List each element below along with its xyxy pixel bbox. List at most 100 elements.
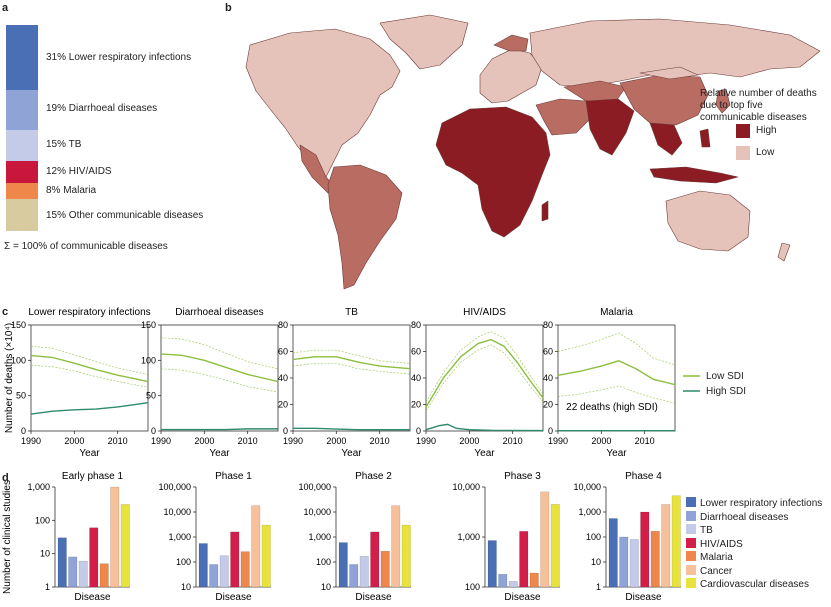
ytick-label-c-4: 80 — [543, 320, 553, 330]
xtick-label-c-2: 2000 — [326, 436, 346, 446]
xtick-label-c-3: 2000 — [459, 436, 479, 446]
band-lower-1 — [160, 368, 279, 393]
ytick-label-d-4: 10,000 — [573, 482, 601, 492]
ytick-label-c-4: 20 — [543, 400, 553, 410]
ytick-label-d-4: 1,000 — [578, 507, 601, 517]
chart-c-title-3: HIV/AIDS — [463, 307, 506, 318]
xtick-label-c-0: 1990 — [21, 436, 41, 446]
band-upper-1 — [160, 337, 279, 370]
map-legend-high-swatch — [736, 124, 750, 138]
ytick-label-c-3: 80 — [411, 320, 421, 330]
bar-1-6 — [261, 524, 271, 588]
legend-item-d: Cardiovascular diseases — [686, 578, 809, 590]
panel-label-b: b — [225, 2, 232, 14]
bar-3-6 — [550, 504, 560, 588]
xlabel-c-3: Year — [474, 448, 495, 459]
legend-label-d: HIV/AIDS — [700, 538, 743, 550]
stack-segment-other — [6, 199, 38, 231]
ytick-label-c-1: 150 — [141, 320, 156, 330]
ytick-label-c-0: 100 — [11, 355, 26, 365]
legend-high-sdi-label: High SDI — [706, 386, 747, 397]
xlabel-d-3: Disease — [504, 592, 541, 603]
band-lower-0 — [30, 364, 149, 388]
ytick-label-c-2: 0 — [283, 426, 288, 436]
panel-label-c: c — [2, 306, 9, 318]
xlabel-c-4: Year — [606, 448, 627, 459]
stack-label-hiv: 12% HIV/AIDS — [46, 166, 112, 177]
map-region-australia — [665, 190, 751, 252]
ytick-label-d-3: 10,000 — [452, 482, 480, 492]
ytick-label-d-2: 1,000 — [308, 532, 331, 542]
series-line-high-sdi-1 — [161, 428, 278, 431]
stack-segment-lri — [6, 25, 38, 90]
ytick-label-c-1: 100 — [141, 355, 156, 365]
chart-c-frame-0 — [30, 324, 149, 432]
legend-swatch-d — [686, 537, 696, 548]
xlabel-d-0: Disease — [74, 592, 111, 603]
panel-label-a: a — [2, 2, 9, 14]
panel-b-world-map — [245, 14, 821, 290]
bar-3-5 — [540, 491, 550, 588]
ytick-label-d-2: 10 — [321, 582, 331, 592]
series-line-low-sdi-3 — [425, 338, 544, 408]
xtick-label-c-3: 2010 — [503, 436, 523, 446]
xtick-label-c-1: 1990 — [151, 436, 171, 446]
ytick-label-d-1: 10,000 — [163, 507, 191, 517]
series-line-high-sdi-3 — [425, 423, 544, 432]
legend-item-d: Lower respiratory infections — [686, 497, 822, 509]
legend-low-sdi-label: Low SDI — [706, 371, 744, 382]
legend-swatch-d — [686, 497, 696, 507]
bar-1-1 — [209, 564, 219, 588]
ytick-label-d-4: 1 — [596, 582, 601, 592]
legend-item-d: Cancer — [686, 564, 732, 577]
map-region-africa — [435, 106, 551, 238]
ytick-label-c-2: 40 — [278, 373, 288, 383]
chart-d-title-1: Phase 1 — [215, 471, 252, 482]
xtick-label-c-1: 2000 — [194, 436, 214, 446]
stack-label-tb: 15% TB — [46, 139, 82, 150]
ytick-label-c-1: 0 — [151, 426, 156, 436]
map-legend-low-label: Low — [756, 147, 775, 158]
ytick-label-c-2: 60 — [278, 347, 288, 357]
ytick-label-c-3: 20 — [411, 400, 421, 410]
band-lower-2 — [292, 363, 411, 375]
band-lower-4 — [557, 385, 676, 404]
band-lower-3 — [425, 344, 544, 412]
map-legend-low-swatch — [736, 146, 750, 160]
xtick-label-c-4: 2000 — [591, 436, 611, 446]
ylabel-c: Number of deaths (×10⁴) — [4, 323, 15, 433]
bar-3-2 — [508, 581, 518, 588]
map-region-north-america — [245, 28, 401, 178]
ytick-label-d-1: 100 — [176, 557, 191, 567]
ytick-label-d-4: 100 — [586, 532, 601, 542]
bar-1-3 — [230, 531, 240, 588]
legend-item-d: HIV/AIDS — [686, 537, 743, 550]
chart-d-title-2: Phase 2 — [355, 471, 392, 482]
xtick-label-c-4: 1990 — [548, 436, 568, 446]
map-region-southeast-asia — [649, 122, 683, 156]
chart-c-frame-4 — [557, 324, 676, 432]
chart-d-title-3: Phase 3 — [504, 471, 541, 482]
bar-4-6 — [671, 495, 681, 588]
bar-0-2 — [78, 560, 88, 588]
xtick-label-c-2: 1990 — [283, 436, 303, 446]
ytick-label-d-2: 100 — [316, 557, 331, 567]
legend-label-d: Cardiovascular diseases — [700, 579, 809, 590]
bar-1-0 — [198, 543, 208, 588]
bar-3-0 — [487, 540, 497, 588]
legend-swatch-d — [686, 551, 696, 561]
band-upper-3 — [425, 331, 544, 403]
bar-2-2 — [359, 556, 369, 588]
bar-2-6 — [401, 524, 411, 588]
band-upper-2 — [292, 349, 411, 364]
stack-label-other: 15% Other communicable diseases — [46, 210, 204, 221]
bar-0-1 — [68, 556, 78, 588]
legend-swatch-d — [686, 578, 696, 588]
ytick-label-c-3: 40 — [411, 373, 421, 383]
xlabel-c-1: Year — [209, 448, 230, 459]
ytick-label-c-4: 0 — [548, 426, 553, 436]
bar-1-2 — [219, 555, 229, 588]
xtick-label-c-2: 2010 — [370, 436, 390, 446]
legend-label-d: Lower respiratory infections — [700, 498, 823, 509]
map-region-middle-east — [535, 98, 593, 136]
